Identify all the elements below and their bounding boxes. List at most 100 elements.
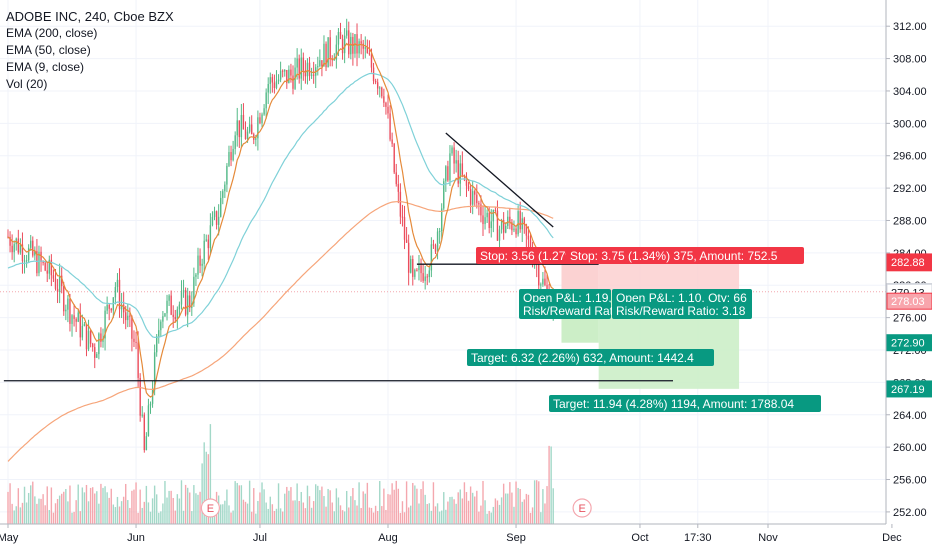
chart-legend: ADOBE INC, 240, Cboe BZX EMA (200, close… <box>6 8 174 93</box>
volume-bar <box>193 485 195 524</box>
target-label-1-bg <box>467 349 714 366</box>
candle-body <box>205 239 207 241</box>
volume-bar <box>306 485 309 524</box>
candle <box>63 281 65 316</box>
candle-body <box>147 405 150 437</box>
candle-body <box>122 304 125 313</box>
volume-bar <box>395 480 397 524</box>
trendline-descending[interactable] <box>445 132 554 228</box>
candle-body <box>447 166 449 181</box>
candle <box>135 331 137 350</box>
volume-bar <box>94 493 96 524</box>
volume-bar <box>79 511 81 524</box>
candle-body <box>358 41 360 54</box>
target-label-1[interactable]: Target: 6.32 (2.26%) 632, Amount: 1442.4 <box>467 349 714 366</box>
candle <box>267 77 269 105</box>
volume-bar <box>143 501 146 524</box>
symbol-title[interactable]: ADOBE INC, 240, Cboe BZX <box>6 9 174 24</box>
candle <box>496 200 499 241</box>
volume-bar <box>63 491 65 524</box>
candle-body <box>277 79 280 82</box>
volume-bar <box>259 492 261 524</box>
candle <box>160 319 162 337</box>
candle-body <box>65 309 67 312</box>
candle <box>141 406 143 418</box>
candle-body <box>496 210 499 241</box>
candle-body <box>176 309 179 320</box>
stop-label-2[interactable]: Stop: 3.75 (1.34%) 375, Amount: 752.5 <box>566 247 804 264</box>
candle-body <box>38 251 40 274</box>
candle <box>275 70 278 90</box>
volume-bar <box>275 508 278 524</box>
candle-body <box>329 37 331 59</box>
time-tick-label: Dec <box>882 532 902 544</box>
earnings-marker[interactable]: E <box>200 498 220 518</box>
volume-bar <box>102 487 104 524</box>
indicator-ema9[interactable]: EMA (9, close) <box>6 60 85 74</box>
volume-bar <box>540 512 542 524</box>
candle-body <box>170 295 172 315</box>
candle <box>170 290 172 316</box>
volume-bar <box>50 487 53 524</box>
price-tick-label: 308.00 <box>893 54 927 66</box>
volume-bar <box>89 487 92 524</box>
candle-body <box>11 245 13 253</box>
volume-bar <box>432 482 435 524</box>
candle-body <box>44 262 46 271</box>
volume-bar <box>519 488 521 524</box>
earnings-marker[interactable]: E <box>572 498 592 518</box>
candle-body <box>263 108 265 115</box>
time-axis-bg <box>0 524 932 550</box>
price-label-target: 272.90 <box>886 334 932 352</box>
candle <box>474 189 476 206</box>
indicator-volume[interactable]: Vol (20) <box>6 77 48 91</box>
volume-bar <box>129 507 131 524</box>
candle <box>519 201 521 233</box>
candle <box>405 226 408 243</box>
volume-bar <box>149 511 152 524</box>
candle <box>166 294 168 321</box>
candle-body <box>104 310 106 339</box>
candle <box>393 142 395 175</box>
candle-body <box>542 278 544 285</box>
candle <box>240 103 243 147</box>
volume-bar <box>292 500 294 524</box>
volume-bar <box>542 489 544 524</box>
volume-bar <box>538 481 540 524</box>
volume-bar <box>240 485 243 524</box>
candle <box>331 55 333 67</box>
candle <box>75 317 77 333</box>
volume-bar <box>366 482 369 524</box>
candle <box>106 296 108 315</box>
candle <box>290 63 292 83</box>
indicator-ema50[interactable]: EMA (50, close) <box>6 43 91 57</box>
volume-bar <box>135 482 137 524</box>
volume-bar <box>191 511 193 524</box>
candle <box>242 103 245 130</box>
time-axis[interactable]: May Jun Jul Aug Sep Oct 17:30 Nov Dec <box>0 523 932 550</box>
candle-body <box>350 36 352 55</box>
candle <box>507 210 509 230</box>
candle <box>482 205 484 237</box>
volume-bar <box>461 498 464 524</box>
target-label-2[interactable]: Target: 11.94 (4.28%) 1194, Amount: 1788… <box>549 395 821 412</box>
volume-bar <box>374 505 377 524</box>
volume-bar <box>505 493 507 524</box>
candle-body <box>426 276 428 278</box>
volume-bar <box>387 494 389 524</box>
volume-bar <box>25 502 28 524</box>
candle-body <box>106 304 108 311</box>
candle <box>52 269 55 282</box>
candle <box>162 311 164 329</box>
candle-body <box>79 312 81 338</box>
stop-label-2-text: Stop: 3.75 (1.34%) 375, Amount: 752.5 <box>570 249 778 263</box>
candle <box>232 140 234 162</box>
indicator-ema200[interactable]: EMA (200, close) <box>6 26 98 40</box>
volume-bar <box>158 512 160 524</box>
rr-label-2[interactable]: Risk/Reward Ratio: 3.18 <box>612 302 752 319</box>
price-axis[interactable]: 252.00256.00260.00264.00268.00272.00276.… <box>885 0 932 550</box>
pnl-label-2[interactable]: Open P&L: 1.10, Qty: 66 <box>612 289 752 306</box>
volume-bar <box>447 501 449 524</box>
volume-bar <box>323 496 325 524</box>
